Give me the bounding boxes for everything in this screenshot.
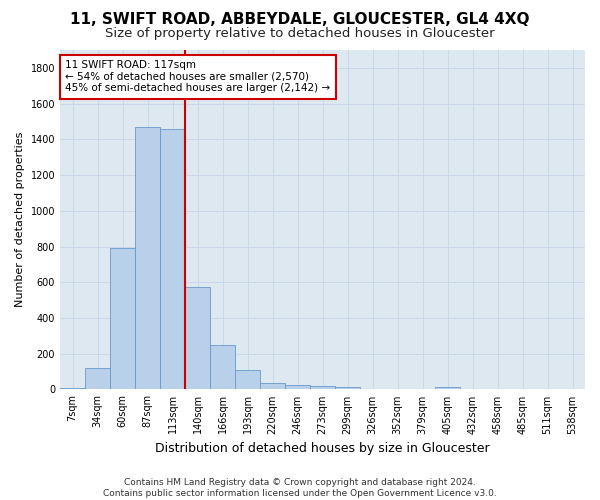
- X-axis label: Distribution of detached houses by size in Gloucester: Distribution of detached houses by size …: [155, 442, 490, 455]
- Text: 11 SWIFT ROAD: 117sqm
← 54% of detached houses are smaller (2,570)
45% of semi-d: 11 SWIFT ROAD: 117sqm ← 54% of detached …: [65, 60, 331, 94]
- Bar: [285, 385, 310, 390]
- Bar: [185, 286, 210, 390]
- Bar: [260, 383, 285, 390]
- Bar: [160, 128, 185, 390]
- Bar: [135, 127, 160, 390]
- Bar: [360, 389, 385, 390]
- Y-axis label: Number of detached properties: Number of detached properties: [15, 132, 25, 308]
- Bar: [210, 345, 235, 390]
- Text: Contains HM Land Registry data © Crown copyright and database right 2024.
Contai: Contains HM Land Registry data © Crown c…: [103, 478, 497, 498]
- Bar: [60, 388, 85, 390]
- Bar: [235, 370, 260, 390]
- Bar: [435, 388, 460, 390]
- Text: Size of property relative to detached houses in Gloucester: Size of property relative to detached ho…: [105, 28, 495, 40]
- Bar: [110, 248, 135, 390]
- Bar: [310, 386, 335, 390]
- Text: 11, SWIFT ROAD, ABBEYDALE, GLOUCESTER, GL4 4XQ: 11, SWIFT ROAD, ABBEYDALE, GLOUCESTER, G…: [70, 12, 530, 28]
- Bar: [335, 387, 360, 390]
- Bar: [85, 368, 110, 390]
